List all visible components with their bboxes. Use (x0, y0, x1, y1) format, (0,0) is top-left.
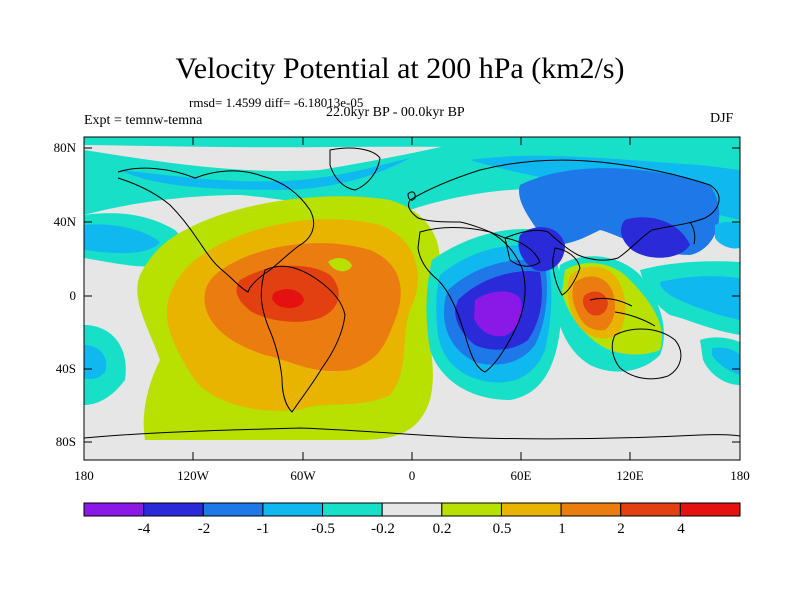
colorbar-box (560, 502, 622, 517)
colorbar-label: -2 (197, 521, 211, 537)
field-yellowgreen-spot (328, 258, 352, 272)
lat-label-0: 0 (69, 288, 77, 303)
coast-antarctica (84, 427, 740, 440)
lon-label-120w: 120W (177, 468, 209, 483)
field-lightblue-eastpacific-north (715, 221, 740, 249)
coast-arabia (504, 237, 541, 267)
coastlines (84, 147, 740, 440)
colorbar-box (202, 502, 264, 517)
lon-ticks (83, 137, 741, 460)
colorbar-label: -1 (256, 521, 270, 537)
coast-greenland (329, 147, 381, 191)
colorbar-box (322, 502, 383, 517)
field-darkblue-asia (620, 217, 690, 258)
field-lightblue-pacific-west (84, 224, 160, 254)
experiment-label: Expt = temnw-temna (84, 113, 203, 128)
colorbar-label: 2 (617, 521, 625, 537)
colorbar-label: -0.2 (371, 521, 395, 537)
coast-africa (417, 227, 526, 373)
field-red-orange-indonesia (582, 291, 608, 316)
lon-label-180e: 180 (730, 468, 750, 483)
coast-north-america (117, 167, 315, 293)
lon-label-60w: 60W (290, 468, 316, 483)
colorbar-box (381, 502, 443, 517)
coast-south-america (260, 265, 346, 413)
stats-text: rmsd= 1.4599 diff= -6.18013e-05 (189, 95, 364, 110)
field-lightblue-eastpacific (660, 276, 740, 320)
coast-indonesia (589, 297, 656, 327)
colorbar-label: -0.5 (311, 521, 335, 537)
lat-label-40n: 40N (53, 214, 76, 229)
coast-eurasia (407, 159, 720, 261)
velocity-potential-field (84, 137, 740, 460)
coast-india (552, 247, 581, 296)
colorbar-box (441, 502, 502, 517)
coast-japan (689, 221, 696, 245)
lat-ticks (84, 147, 740, 443)
field-lightblue-eastpacific-south (712, 347, 740, 375)
colorbar-box (83, 502, 145, 517)
field-lightblue-north (120, 158, 410, 190)
colorbar-label: 0.2 (432, 521, 452, 537)
season-label: DJF (710, 111, 734, 126)
coast-uk (407, 191, 416, 201)
field-lightblue-pacific-south (84, 345, 107, 380)
lon-label-120e: 120E (616, 468, 644, 483)
coast-australia (611, 328, 682, 380)
lat-label-80s: 80S (55, 434, 76, 449)
field-red-core (272, 289, 304, 308)
colorbar-box (262, 502, 324, 517)
colorbar-label: -4 (137, 521, 151, 537)
lon-label-60e: 60E (510, 468, 532, 483)
colorbar-box (500, 502, 562, 517)
lon-label-0: 0 (408, 468, 416, 483)
lon-label-180w: 180 (74, 468, 94, 483)
lat-label-40s: 40S (55, 361, 76, 376)
map-title: Velocity Potential at 200 hPa (km2/s) (175, 52, 625, 85)
colorbar-label: 4 (677, 521, 685, 537)
lat-label-80n: 80N (53, 140, 76, 155)
colorbar-box (143, 502, 204, 517)
colorbar-label: 1 (558, 521, 566, 537)
field-purple-africa (474, 291, 522, 337)
colorbar (83, 502, 741, 517)
colorbar-box (679, 502, 741, 517)
colorbar-box (620, 502, 681, 517)
period-label: 22.0kyr BP - 00.0kyr BP (326, 105, 465, 120)
colorbar-label: 0.5 (492, 521, 512, 537)
